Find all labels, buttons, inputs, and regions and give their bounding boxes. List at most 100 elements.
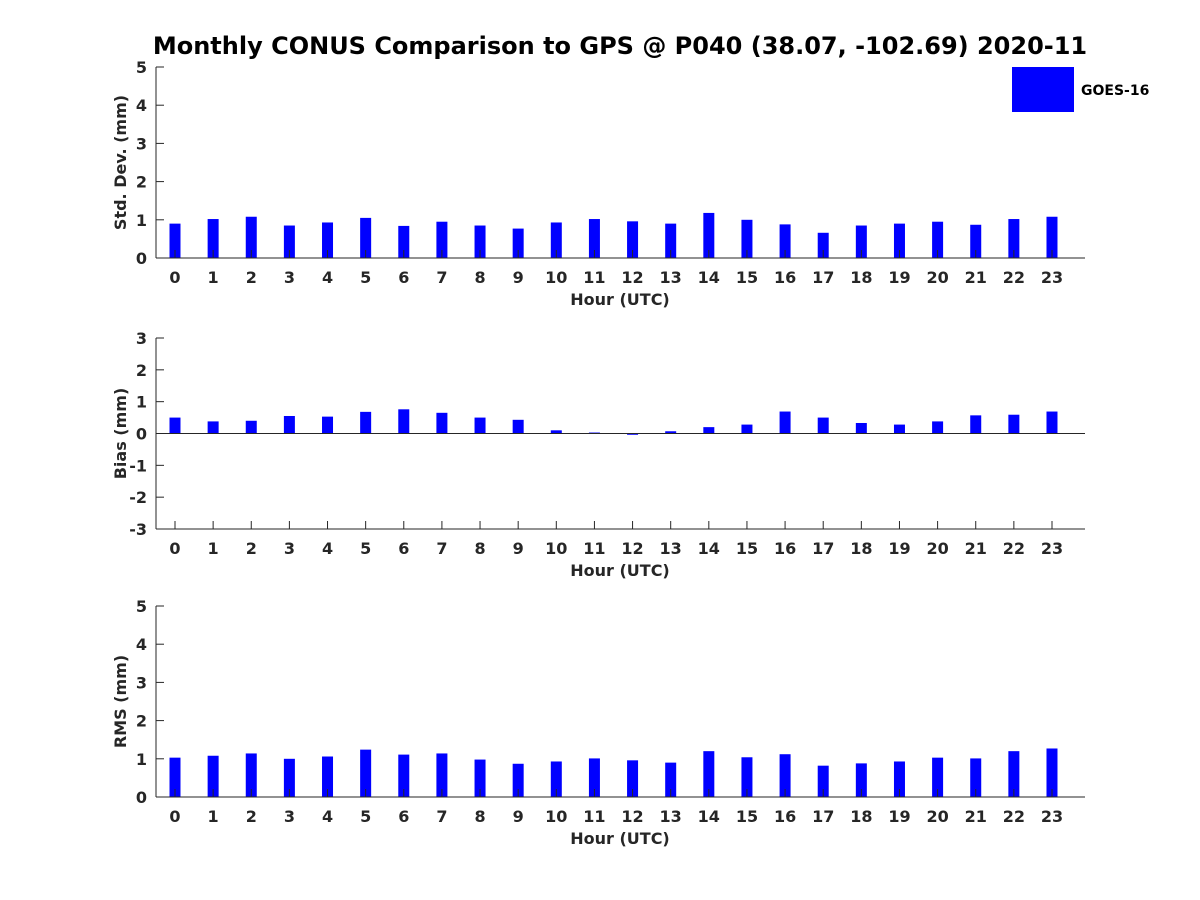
x-tick-label-rms-12: 12 xyxy=(621,807,643,826)
y-tick-label-bias-0: 0 xyxy=(136,425,147,444)
bar-rms-hour-0 xyxy=(169,757,181,797)
bar-rms-hour-21 xyxy=(970,758,982,797)
y-tick-label-rms-4: 4 xyxy=(136,635,147,654)
legend: GOES-16 xyxy=(1012,67,1149,112)
x-tick-label-std-dev-19: 19 xyxy=(888,268,910,287)
y-tick-label-bias-2: 2 xyxy=(136,361,147,380)
x-tick-label-std-dev-23: 23 xyxy=(1041,268,1063,287)
y-tick-label-rms-0: 0 xyxy=(136,788,147,807)
y-axis-label-std-dev: Std. Dev. (mm) xyxy=(111,95,130,230)
bar-rms-hour-15 xyxy=(741,757,753,797)
y-tick-label-std-dev-3: 3 xyxy=(136,134,147,153)
bar-rms-hour-17 xyxy=(817,765,829,797)
bar-std-dev-hour-1 xyxy=(207,219,219,258)
bar-bias-hour-22 xyxy=(1008,414,1020,434)
bar-rms-hour-8 xyxy=(474,759,486,797)
x-tick-label-std-dev-0: 0 xyxy=(169,268,180,287)
bar-rms-hour-1 xyxy=(207,755,219,797)
bar-std-dev-hour-6 xyxy=(398,225,410,258)
bar-bias-hour-5 xyxy=(360,411,372,434)
bar-rms-hour-10 xyxy=(550,761,562,797)
x-tick-label-bias-2: 2 xyxy=(246,539,257,558)
x-tick-label-bias-13: 13 xyxy=(660,539,682,558)
bar-rms-hour-18 xyxy=(855,763,867,797)
bar-rms-hour-9 xyxy=(512,763,524,797)
x-tick-label-rms-18: 18 xyxy=(850,807,872,826)
x-tick-label-bias-23: 23 xyxy=(1041,539,1063,558)
bar-std-dev-hour-4 xyxy=(322,222,334,258)
x-tick-label-rms-17: 17 xyxy=(812,807,834,826)
bar-bias-hour-20 xyxy=(932,421,944,434)
x-tick-label-rms-19: 19 xyxy=(888,807,910,826)
bar-std-dev-hour-21 xyxy=(970,224,982,258)
x-tick-label-rms-3: 3 xyxy=(284,807,295,826)
x-tick-label-rms-23: 23 xyxy=(1041,807,1063,826)
bar-std-dev-hour-23 xyxy=(1046,216,1058,258)
bar-bias-hour-18 xyxy=(855,422,867,434)
x-tick-label-std-dev-1: 1 xyxy=(208,268,219,287)
bar-std-dev-hour-8 xyxy=(474,225,486,258)
bar-std-dev-hour-3 xyxy=(283,225,295,258)
bar-bias-hour-0 xyxy=(169,417,181,434)
bar-std-dev-hour-12 xyxy=(627,221,639,258)
bar-std-dev-hour-18 xyxy=(855,225,867,258)
x-tick-label-rms-20: 20 xyxy=(926,807,948,826)
x-tick-label-bias-14: 14 xyxy=(698,539,720,558)
bar-bias-hour-13 xyxy=(665,431,677,434)
bar-std-dev-hour-11 xyxy=(588,219,600,258)
bar-std-dev-hour-16 xyxy=(779,224,791,258)
x-tick-label-bias-5: 5 xyxy=(360,539,371,558)
bar-rms-hour-14 xyxy=(703,751,715,797)
bar-std-dev-hour-0 xyxy=(169,223,181,258)
bar-bias-hour-17 xyxy=(817,417,829,434)
bar-rms-hour-5 xyxy=(360,749,372,797)
y-tick-label-std-dev-4: 4 xyxy=(136,96,147,115)
bar-bias-hour-2 xyxy=(245,420,257,434)
bar-std-dev-hour-2 xyxy=(245,216,257,258)
x-tick-label-rms-7: 7 xyxy=(436,807,447,826)
bar-bias-hour-14 xyxy=(703,427,715,434)
y-axis-label-bias: Bias (mm) xyxy=(111,388,130,480)
x-tick-label-std-dev-2: 2 xyxy=(246,268,257,287)
x-tick-label-std-dev-14: 14 xyxy=(698,268,720,287)
x-tick-label-bias-3: 3 xyxy=(284,539,295,558)
x-tick-label-bias-9: 9 xyxy=(513,539,524,558)
x-tick-label-rms-10: 10 xyxy=(545,807,567,826)
x-tick-label-std-dev-16: 16 xyxy=(774,268,796,287)
bar-bias-hour-9 xyxy=(512,419,524,434)
x-tick-label-bias-18: 18 xyxy=(850,539,872,558)
x-tick-label-bias-15: 15 xyxy=(736,539,758,558)
x-tick-label-rms-14: 14 xyxy=(698,807,720,826)
x-tick-label-rms-11: 11 xyxy=(583,807,605,826)
bar-std-dev-hour-7 xyxy=(436,221,448,258)
bar-bias-hour-19 xyxy=(893,424,905,434)
y-tick-label-bias-1: 1 xyxy=(136,393,147,412)
bar-bias-hour-3 xyxy=(283,415,295,434)
x-axis-label-bias: Hour (UTC) xyxy=(570,561,670,580)
x-tick-label-bias-11: 11 xyxy=(583,539,605,558)
bar-bias-hour-8 xyxy=(474,417,486,434)
bar-std-dev-hour-10 xyxy=(550,222,562,258)
bar-std-dev-hour-9 xyxy=(512,228,524,258)
bar-rms-hour-16 xyxy=(779,754,791,797)
y-tick-label-bias--3: -3 xyxy=(129,520,147,539)
bar-rms-hour-4 xyxy=(322,756,334,797)
x-tick-label-bias-0: 0 xyxy=(169,539,180,558)
bar-rms-hour-2 xyxy=(245,753,257,797)
x-tick-label-std-dev-13: 13 xyxy=(660,268,682,287)
bar-std-dev-hour-17 xyxy=(817,232,829,258)
y-tick-label-bias--2: -2 xyxy=(129,488,147,507)
bar-bias-hour-12 xyxy=(627,433,639,435)
x-tick-label-std-dev-12: 12 xyxy=(621,268,643,287)
bar-bias-hour-1 xyxy=(207,421,219,434)
y-tick-label-bias--1: -1 xyxy=(129,456,147,475)
x-tick-label-rms-0: 0 xyxy=(169,807,180,826)
legend-swatch xyxy=(1012,67,1074,112)
bar-rms-hour-6 xyxy=(398,754,410,797)
x-tick-label-rms-21: 21 xyxy=(965,807,987,826)
bar-rms-hour-19 xyxy=(893,761,905,797)
